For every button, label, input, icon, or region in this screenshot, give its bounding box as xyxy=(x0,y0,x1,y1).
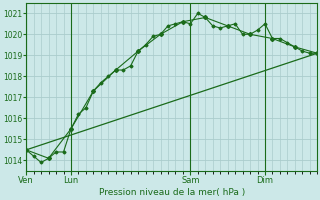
X-axis label: Pression niveau de la mer( hPa ): Pression niveau de la mer( hPa ) xyxy=(99,188,245,197)
